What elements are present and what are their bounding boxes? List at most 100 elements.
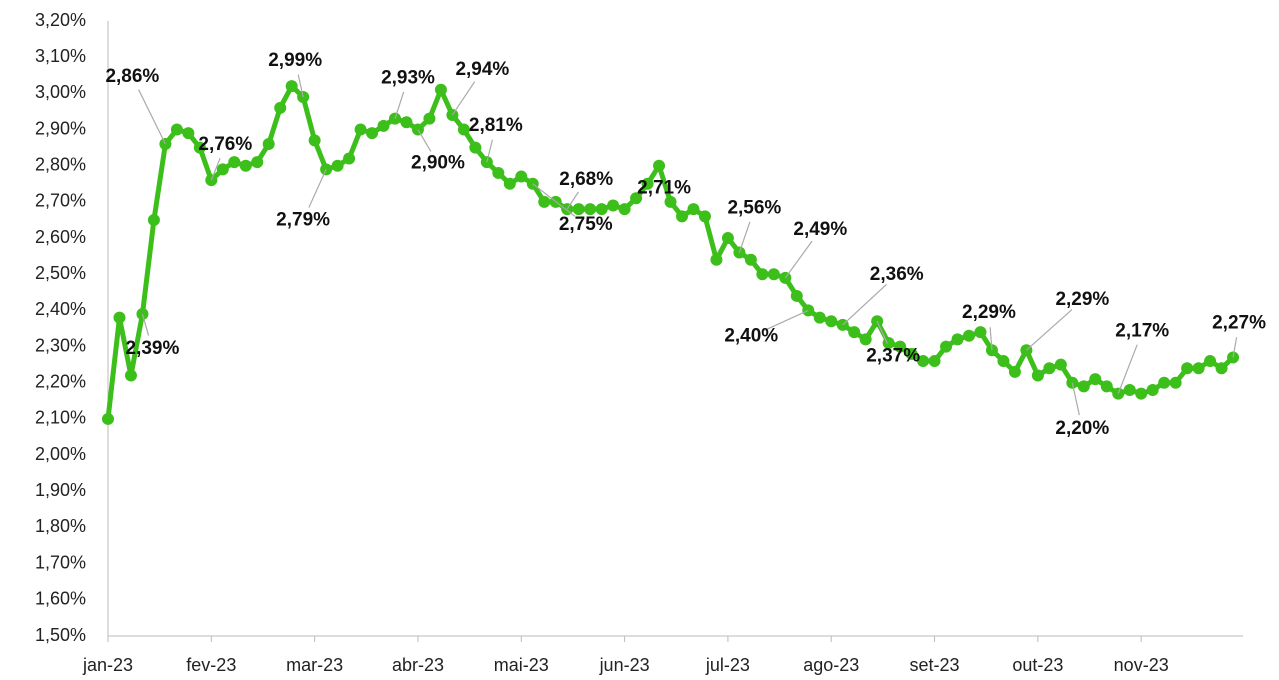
marker bbox=[492, 166, 505, 179]
marker bbox=[102, 412, 114, 425]
value-label: 2,81% bbox=[469, 115, 523, 136]
y-tick-label: 2,10% bbox=[35, 408, 86, 428]
marker bbox=[239, 159, 252, 172]
leader-line bbox=[1232, 337, 1238, 358]
value-label: 2,40% bbox=[724, 325, 778, 346]
marker bbox=[653, 159, 666, 172]
marker bbox=[721, 232, 734, 245]
value-label: 2,90% bbox=[411, 153, 465, 174]
value-label: 2,76% bbox=[198, 134, 252, 155]
marker bbox=[377, 119, 390, 132]
marker bbox=[790, 289, 803, 302]
y-tick-label: 2,70% bbox=[35, 191, 86, 211]
leader-line bbox=[1071, 382, 1080, 416]
marker bbox=[538, 195, 551, 208]
marker bbox=[595, 203, 608, 216]
marker bbox=[1089, 373, 1102, 386]
marker bbox=[859, 333, 872, 346]
marker bbox=[572, 203, 585, 216]
leader-line bbox=[842, 283, 887, 326]
marker bbox=[894, 340, 907, 353]
marker bbox=[710, 253, 723, 266]
value-label: 2,79% bbox=[276, 209, 330, 230]
marker bbox=[1215, 362, 1228, 375]
marker bbox=[216, 163, 229, 176]
value-label: 2,99% bbox=[268, 50, 322, 71]
value-label: 2,37% bbox=[866, 345, 920, 366]
marker bbox=[744, 253, 757, 266]
marker bbox=[825, 315, 838, 328]
value-label: 2,68% bbox=[559, 169, 613, 190]
y-tick-label: 2,60% bbox=[35, 227, 86, 247]
marker bbox=[1169, 376, 1182, 389]
leader-line bbox=[138, 89, 166, 145]
y-tick-label: 3,10% bbox=[35, 46, 86, 66]
marker bbox=[515, 170, 528, 183]
marker bbox=[1008, 365, 1021, 378]
marker bbox=[698, 210, 711, 223]
marker bbox=[147, 213, 160, 226]
value-label: 2,71% bbox=[637, 177, 691, 198]
marker bbox=[113, 311, 126, 324]
marker bbox=[905, 347, 918, 360]
marker bbox=[124, 369, 137, 382]
marker bbox=[285, 80, 298, 93]
marker bbox=[767, 268, 780, 281]
marker bbox=[503, 177, 516, 190]
x-tick-label: out-23 bbox=[1012, 655, 1063, 675]
x-tick-label: jan-23 bbox=[82, 655, 133, 675]
marker bbox=[193, 141, 206, 154]
y-tick-label: 1,50% bbox=[35, 625, 86, 645]
marker bbox=[917, 355, 930, 368]
marker bbox=[251, 156, 264, 169]
leader-line bbox=[308, 169, 327, 208]
marker bbox=[974, 326, 987, 339]
marker bbox=[951, 333, 964, 346]
x-tick-label: ago-23 bbox=[803, 655, 859, 675]
value-label: 2,20% bbox=[1055, 418, 1109, 439]
leader-line bbox=[297, 74, 304, 98]
value-label: 2,75% bbox=[559, 214, 613, 235]
marker bbox=[1100, 380, 1113, 393]
marker bbox=[182, 127, 195, 140]
value-label: 2,29% bbox=[1055, 289, 1109, 310]
marker bbox=[1135, 387, 1148, 400]
marker bbox=[1204, 355, 1217, 368]
x-tick-label: abr-23 bbox=[392, 655, 444, 675]
leader-line bbox=[1117, 344, 1138, 394]
y-tick-label: 2,30% bbox=[35, 335, 86, 355]
y-tick-label: 3,00% bbox=[35, 82, 86, 102]
marker bbox=[1054, 358, 1067, 371]
x-tick-label: fev-23 bbox=[186, 655, 236, 675]
marker bbox=[343, 152, 356, 165]
value-label: 2,49% bbox=[793, 219, 847, 240]
value-label: 2,93% bbox=[381, 68, 435, 89]
marker bbox=[928, 355, 941, 368]
y-tick-label: 3,20% bbox=[35, 10, 86, 30]
y-tick-label: 2,80% bbox=[35, 154, 86, 174]
marker bbox=[848, 326, 861, 339]
x-tick-label: set-23 bbox=[910, 655, 960, 675]
marker bbox=[1158, 376, 1171, 389]
y-tick-label: 1,90% bbox=[35, 480, 86, 500]
marker bbox=[1077, 380, 1090, 393]
leader-line bbox=[394, 91, 405, 119]
x-tick-label: mai-23 bbox=[494, 655, 549, 675]
y-tick-label: 2,00% bbox=[35, 444, 86, 464]
leader-line bbox=[784, 240, 813, 279]
marker bbox=[1123, 384, 1136, 396]
leader-line bbox=[141, 313, 150, 336]
value-label: 2,94% bbox=[455, 59, 509, 80]
x-tick-label: mar-23 bbox=[286, 655, 343, 675]
leader-line bbox=[532, 183, 576, 217]
y-tick-label: 1,60% bbox=[35, 589, 86, 609]
marker bbox=[676, 210, 688, 223]
y-tick-label: 1,70% bbox=[35, 552, 86, 572]
x-tick-label: jun-23 bbox=[599, 655, 650, 675]
leader-line bbox=[989, 327, 993, 351]
marker bbox=[434, 83, 447, 96]
marker bbox=[457, 123, 470, 136]
marker bbox=[1043, 362, 1056, 375]
marker bbox=[618, 203, 631, 216]
